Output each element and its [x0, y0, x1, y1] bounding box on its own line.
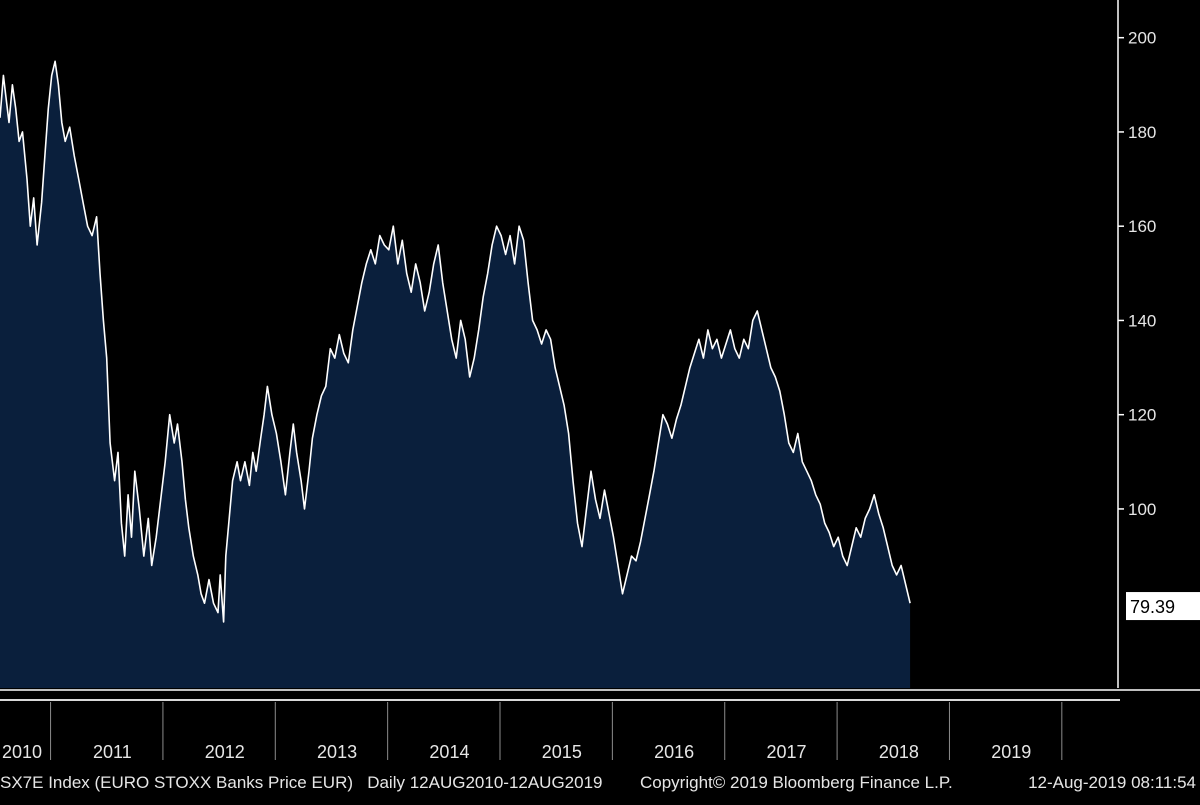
y-tick-label: 100 — [1128, 500, 1156, 519]
copyright-label: Copyright© 2019 Bloomberg Finance L.P. — [640, 773, 953, 792]
x-tick-label: 2011 — [93, 742, 132, 762]
y-tick-label: 160 — [1128, 217, 1156, 236]
x-tick-label: 2019 — [991, 742, 1031, 762]
timestamp-label: 12-Aug-2019 08:11:54 — [1028, 773, 1196, 792]
series-line — [0, 60, 911, 623]
x-tick-label: 2015 — [542, 742, 582, 762]
series-area — [0, 61, 911, 689]
ticker-label: SX7E Index (EURO STOXX Banks Price EUR) — [0, 773, 354, 792]
x-tick-label: 2018 — [879, 742, 919, 762]
last-value-label: 79.39 — [1130, 597, 1175, 617]
x-tick-label: 2013 — [317, 742, 357, 762]
period-label: Daily 12AUG2010-12AUG2019 — [367, 773, 603, 792]
last-value-box — [1126, 592, 1200, 621]
y-tick-label: 120 — [1128, 406, 1156, 425]
footer-left: SX7E Index (EURO STOXX Banks Price EUR) … — [0, 770, 603, 796]
y-tick-label: 140 — [1128, 311, 1156, 330]
x-tick-label: 2016 — [654, 742, 694, 762]
x-tick-label: 2014 — [429, 742, 469, 762]
y-tick-label: 200 — [1128, 29, 1156, 48]
x-tick-label: 2010 — [2, 742, 42, 762]
x-tick-label: 2012 — [205, 742, 245, 762]
y-tick-label: 180 — [1128, 123, 1156, 142]
x-tick-label: 2017 — [767, 742, 807, 762]
